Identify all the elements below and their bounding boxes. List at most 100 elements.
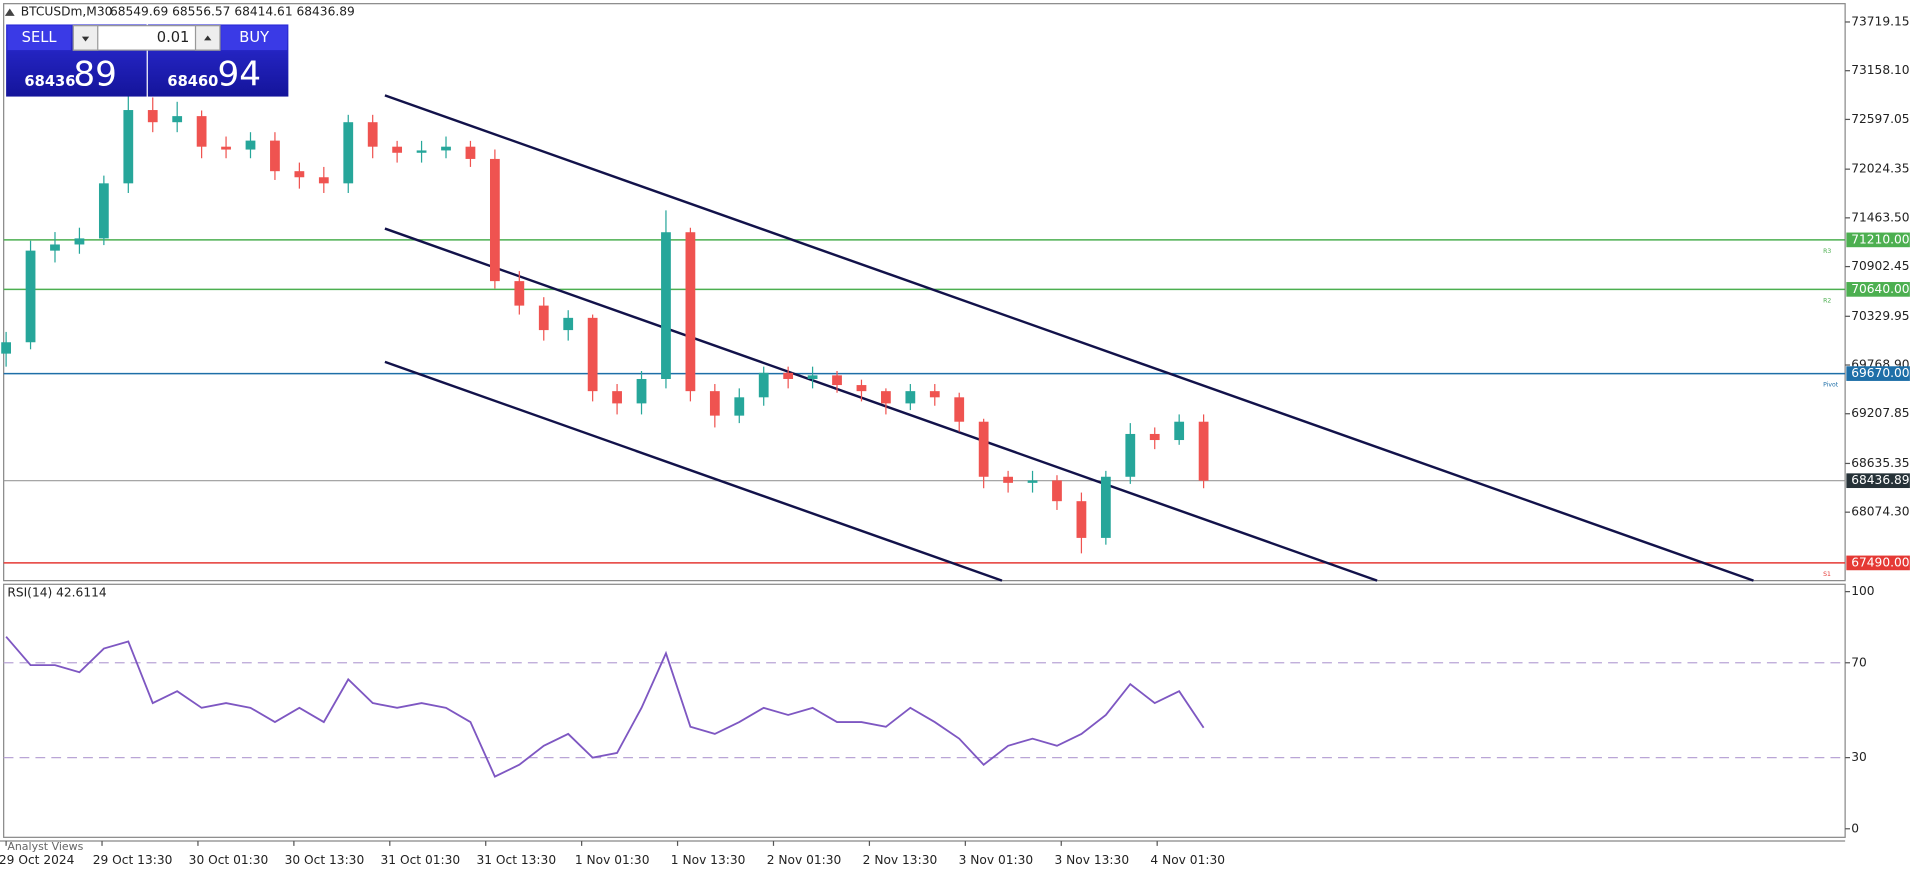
candle-body xyxy=(123,110,134,184)
y-tick-label: 69207.85 xyxy=(1851,406,1909,420)
x-tick-label: 31 Oct 01:30 xyxy=(381,853,461,867)
candle-body xyxy=(74,238,85,245)
level-name: Pivot xyxy=(1823,382,1839,389)
candle-body xyxy=(881,391,891,404)
candle-body xyxy=(1076,501,1087,538)
level-price-box xyxy=(1846,555,1910,571)
symbol: BTCUSDm,M30 xyxy=(21,5,113,19)
y-tick-label: 73158.10 xyxy=(1851,63,1909,77)
candle-body xyxy=(1003,476,1013,483)
x-tick-label: 4 Nov 01:30 xyxy=(1150,853,1225,867)
y-tick-label: 73719.15 xyxy=(1851,14,1909,28)
rsi-title: RSI(14) 42.6114 xyxy=(7,585,107,599)
candle-body xyxy=(50,244,60,251)
level-price-box xyxy=(1846,232,1910,248)
volume-up[interactable] xyxy=(194,25,221,51)
y-tick-label: 68635.35 xyxy=(1851,456,1909,470)
sell-button[interactable] xyxy=(7,25,71,51)
candle-body xyxy=(514,281,525,306)
x-tick-label: 3 Nov 01:30 xyxy=(959,853,1034,867)
level-name: S1 xyxy=(1823,571,1831,578)
candle-body xyxy=(1198,421,1209,481)
bid-main: 68436 xyxy=(24,73,75,90)
level-price-label: 71210.00 xyxy=(1851,232,1909,246)
y-tick-label: 70902.45 xyxy=(1851,259,1909,273)
candle-body xyxy=(612,391,622,404)
candle-body xyxy=(1027,480,1038,483)
ask-pips: 94 xyxy=(218,54,262,94)
x-tick-label: 1 Nov 01:30 xyxy=(575,853,650,867)
level-price-box xyxy=(1846,366,1910,381)
candle-body xyxy=(270,140,280,172)
candle-body xyxy=(294,171,305,178)
x-tick-label: 30 Oct 01:30 xyxy=(189,853,269,867)
x-tick-label: 3 Nov 13:30 xyxy=(1055,853,1130,867)
channel-line xyxy=(384,360,1003,582)
y-tick-label: 70329.95 xyxy=(1851,309,1909,323)
candle-body xyxy=(489,158,500,282)
x-tick-label: 30 Oct 13:30 xyxy=(285,853,365,867)
x-tick-label: 2 Nov 13:30 xyxy=(863,853,938,867)
current-price-box xyxy=(1846,473,1910,489)
candle-body xyxy=(783,372,794,379)
candle-body xyxy=(172,116,183,123)
rsi-line xyxy=(5,636,1205,778)
ask-main: 68460 xyxy=(167,73,218,90)
candle-body xyxy=(661,232,671,379)
candle-body xyxy=(709,391,720,416)
level-price-box xyxy=(1846,282,1910,297)
x-tick-label: 29 Oct 2024 xyxy=(0,853,75,867)
x-tick-label: 1 Nov 13:30 xyxy=(671,853,746,867)
candle-body xyxy=(465,146,476,159)
candle-body xyxy=(685,232,696,392)
ohlc: 68549.69 68556.57 68414.61 68436.89 xyxy=(110,5,355,19)
candle-body xyxy=(25,250,36,343)
candle-body xyxy=(1,342,11,354)
candle-body xyxy=(978,421,989,477)
candle-body xyxy=(538,305,549,331)
candle-body xyxy=(221,146,231,150)
candle-body xyxy=(441,146,451,151)
candle-body xyxy=(1125,433,1136,477)
candle-body xyxy=(416,150,427,153)
candle-body xyxy=(856,385,867,392)
current-price-label: 68436.89 xyxy=(1851,473,1909,487)
channel-line xyxy=(384,227,1378,582)
candle-body xyxy=(636,378,647,404)
x-tick-label: 29 Oct 13:30 xyxy=(93,853,173,867)
candle-body xyxy=(929,391,940,398)
y-tick-label: 72024.35 xyxy=(1851,162,1909,176)
channel-line xyxy=(384,94,1754,582)
candle-body xyxy=(318,177,329,184)
candle-body xyxy=(563,317,574,331)
candle-body xyxy=(832,375,842,386)
collapse-icon[interactable] xyxy=(4,8,15,16)
x-tick-label: 31 Oct 13:30 xyxy=(476,853,556,867)
level-price-label: 67490.00 xyxy=(1851,555,1909,569)
price-panel xyxy=(3,3,1846,582)
candle-body xyxy=(196,116,207,147)
y-tick-label: 70 xyxy=(1851,655,1867,669)
y-tick-label: 30 xyxy=(1851,750,1867,764)
candle-body xyxy=(758,372,769,398)
buy-button[interactable] xyxy=(221,25,288,51)
candle-body xyxy=(1100,476,1111,538)
candle-body xyxy=(98,183,109,239)
bid-pips: 89 xyxy=(73,54,117,94)
candle-body xyxy=(905,391,916,404)
candle-body xyxy=(245,140,256,150)
level-price-label: 69670.00 xyxy=(1851,366,1909,380)
candle-body xyxy=(147,110,158,123)
y-tick-label: 71463.50 xyxy=(1851,210,1909,224)
volume: 0.01 xyxy=(157,29,190,46)
level-name: R3 xyxy=(1823,248,1831,255)
candle-body xyxy=(954,397,965,422)
up-arrow xyxy=(204,35,212,41)
analyst-views-tab[interactable]: Analyst Views xyxy=(7,840,83,853)
y-tick-label: 68074.30 xyxy=(1851,505,1909,519)
x-tick-label: 2 Nov 01:30 xyxy=(767,853,842,867)
candle-body xyxy=(1149,433,1160,441)
candle-body xyxy=(587,317,598,392)
